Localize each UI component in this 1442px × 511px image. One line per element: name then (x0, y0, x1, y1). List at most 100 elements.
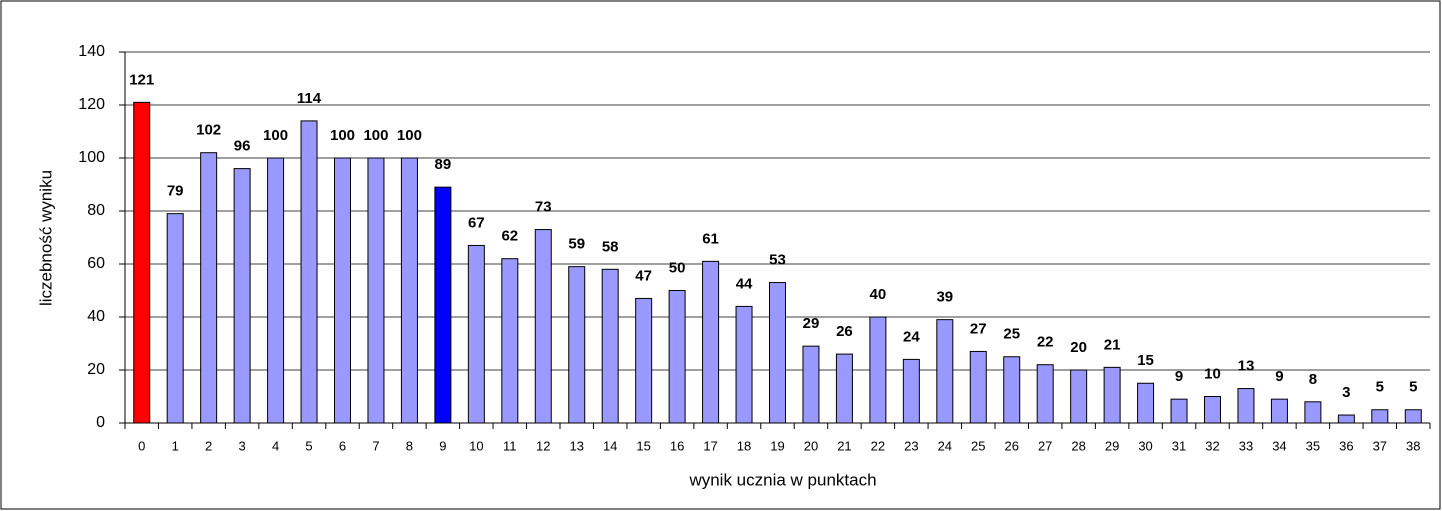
value-label: 44 (736, 275, 753, 292)
value-label: 61 (702, 230, 719, 247)
bar (1204, 396, 1221, 424)
value-label: 100 (263, 127, 288, 144)
bar (501, 258, 519, 424)
x-axis-label: wynik ucznia w punktach (688, 470, 876, 489)
x-tick-label: 34 (1272, 438, 1286, 453)
x-tick-label: 20 (804, 438, 818, 453)
value-label: 8 (1309, 371, 1317, 388)
value-label: 9 (1275, 368, 1283, 385)
bar (334, 157, 351, 424)
bar (534, 229, 552, 424)
value-label: 20 (1070, 339, 1087, 356)
bar (1103, 366, 1121, 424)
x-tick-label: 21 (837, 438, 851, 453)
value-label: 100 (330, 127, 355, 144)
y-tick-label: 100 (78, 149, 105, 166)
x-tick-label: 14 (603, 438, 617, 453)
value-label: 5 (1376, 379, 1384, 396)
x-tick-label: 25 (971, 438, 985, 453)
bar (367, 157, 385, 424)
bar (1003, 356, 1021, 424)
bar (1036, 364, 1054, 424)
value-label: 62 (501, 228, 518, 245)
x-tick-label: 33 (1239, 438, 1253, 453)
value-label: 22 (1037, 334, 1054, 351)
value-label: 26 (836, 323, 853, 340)
value-label: 67 (468, 214, 485, 231)
x-tick-label: 12 (536, 438, 550, 453)
value-label: 5 (1409, 379, 1417, 396)
bar (467, 244, 485, 424)
value-label: 100 (397, 127, 422, 144)
bar (400, 157, 418, 424)
bar (802, 345, 820, 424)
x-tick-label: 11 (503, 438, 517, 453)
x-tick-label: 24 (938, 438, 952, 453)
x-tick-label: 27 (1038, 438, 1052, 453)
value-label: 9 (1175, 368, 1183, 385)
bar (835, 353, 853, 424)
x-tick-label: 6 (339, 438, 346, 453)
value-label: 121 (129, 71, 154, 88)
bar (735, 305, 753, 424)
bar (936, 319, 954, 424)
value-label: 79 (167, 183, 184, 200)
value-label: 24 (903, 328, 920, 345)
x-tick-label: 15 (636, 438, 650, 453)
bar (200, 152, 218, 424)
bar (1070, 369, 1088, 424)
value-label: 53 (769, 252, 786, 269)
x-tick-label: 4 (272, 438, 279, 453)
value-label: 13 (1238, 358, 1255, 375)
x-tick-label: 19 (770, 438, 784, 453)
bar (1170, 398, 1188, 424)
x-tick-label: 37 (1373, 438, 1387, 453)
value-label: 25 (1003, 326, 1020, 343)
bar (635, 297, 653, 424)
value-label: 50 (669, 259, 686, 276)
bar (1270, 398, 1288, 424)
bar (601, 268, 619, 424)
value-label: 58 (602, 238, 619, 255)
value-label: 39 (936, 289, 953, 306)
x-tick-label: 31 (1172, 438, 1186, 453)
bar (133, 101, 151, 424)
x-tick-label: 5 (305, 438, 312, 453)
y-tick-label: 60 (87, 255, 105, 272)
x-tick-label: 28 (1071, 438, 1085, 453)
y-tick-label: 80 (87, 202, 105, 219)
x-tick-label: 0 (138, 438, 145, 453)
value-label: 59 (568, 236, 585, 253)
value-label: 96 (234, 138, 251, 155)
bar (702, 260, 720, 424)
x-tick-label: 8 (406, 438, 413, 453)
value-label: 10 (1204, 365, 1221, 382)
y-tick-label: 120 (78, 96, 105, 113)
value-label: 114 (297, 90, 322, 107)
bar (1304, 401, 1322, 424)
bar (1337, 414, 1355, 424)
value-label: 3 (1342, 384, 1350, 401)
bar (300, 120, 318, 424)
bar (233, 168, 251, 424)
x-tick-label: 23 (904, 438, 918, 453)
value-label: 102 (196, 122, 221, 139)
value-label: 27 (970, 320, 987, 337)
x-tick-label: 18 (737, 438, 751, 453)
bar (1237, 388, 1255, 424)
value-label: 89 (435, 156, 452, 173)
bar (1137, 382, 1155, 424)
value-label: 29 (803, 315, 820, 332)
x-tick-label: 17 (703, 438, 717, 453)
x-tick-label: 10 (469, 438, 483, 453)
x-tick-label: 2 (205, 438, 212, 453)
bar (969, 350, 987, 424)
x-tick-label: 38 (1406, 438, 1420, 453)
bar (1371, 409, 1389, 424)
x-tick-label: 29 (1105, 438, 1119, 453)
value-label: 47 (635, 267, 652, 284)
y-tick-label: 20 (87, 361, 105, 378)
x-tick-label: 3 (238, 438, 245, 453)
x-tick-label: 9 (439, 438, 446, 453)
